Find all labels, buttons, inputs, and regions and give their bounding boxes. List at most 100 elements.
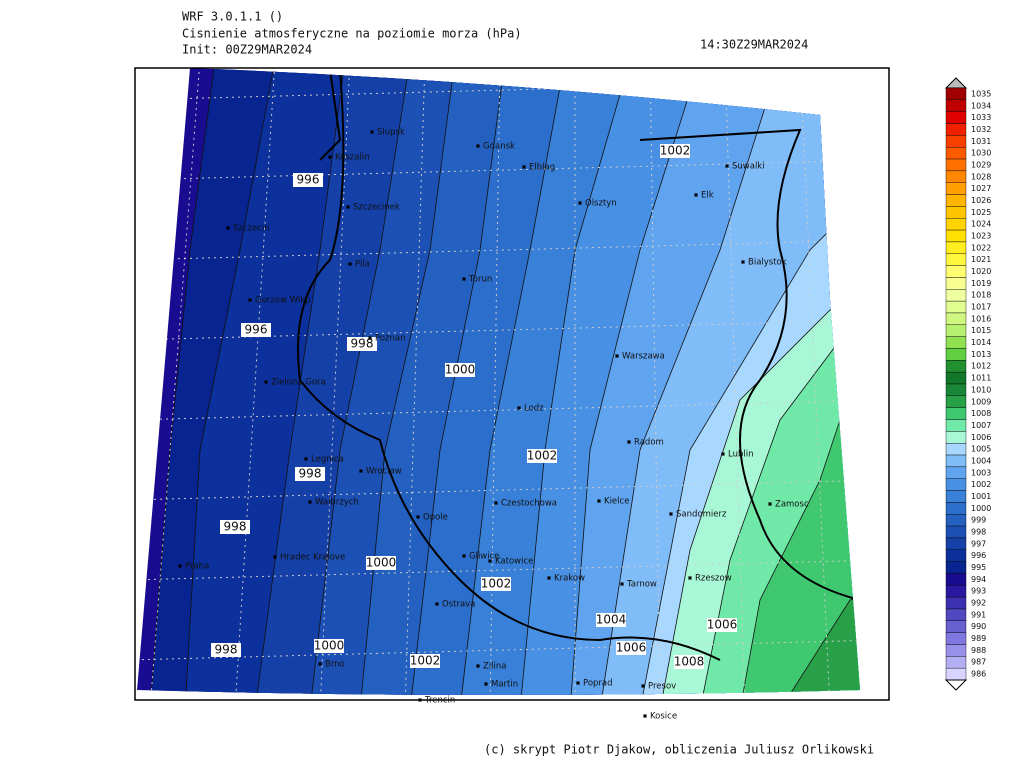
init-time: Init: 00Z29MAR2024 xyxy=(182,43,312,57)
contour-label-bg xyxy=(674,655,704,669)
city-label: Sandomierz xyxy=(676,510,727,520)
colorbar-label: 1005 xyxy=(971,445,991,454)
city-label: Praha xyxy=(185,562,209,572)
colorbar-label: 1031 xyxy=(971,137,991,146)
city-marker xyxy=(370,130,374,134)
colorbar-cell xyxy=(945,111,967,124)
city-label: Bialystok xyxy=(748,258,787,268)
colorbar-cell xyxy=(945,502,967,515)
city-marker xyxy=(484,682,488,686)
colorbar-label: 1022 xyxy=(971,243,991,252)
colorbar-label: 987 xyxy=(971,658,986,667)
city-label: Lodz xyxy=(524,404,544,414)
colorbar-label: 999 xyxy=(971,516,986,525)
city-label: Poprad xyxy=(583,679,613,689)
graticule xyxy=(137,399,860,421)
graticule xyxy=(137,319,860,341)
graticule xyxy=(234,68,276,695)
city-marker xyxy=(641,684,645,688)
graticule xyxy=(319,68,351,695)
contour-label-bg xyxy=(293,173,323,187)
graticule xyxy=(137,479,860,501)
contour-label-bg xyxy=(211,643,241,657)
isobar xyxy=(409,68,506,695)
colorbar-cell xyxy=(945,407,967,420)
colorbar-cell xyxy=(945,265,967,278)
city-label: Martin xyxy=(491,680,518,690)
city-marker xyxy=(688,576,692,580)
graticule xyxy=(149,68,201,695)
colorbar-label: 1000 xyxy=(971,504,991,513)
contour-label: 1004 xyxy=(596,613,627,627)
colorbar-cell xyxy=(945,620,967,633)
city-marker xyxy=(359,469,363,473)
contour-label: 1002 xyxy=(527,449,558,463)
colorbar-label: 1026 xyxy=(971,196,991,205)
colorbar-label: 1009 xyxy=(971,397,991,406)
colorbar-label: 1010 xyxy=(971,385,991,394)
city-marker xyxy=(318,662,322,666)
city-marker xyxy=(643,714,647,718)
isobar xyxy=(699,319,860,695)
city-marker xyxy=(348,262,352,266)
city-label: Pila xyxy=(355,260,370,270)
city-marker xyxy=(615,354,619,358)
city-label: Gorzow Wlkp xyxy=(255,296,311,306)
city-marker xyxy=(768,502,772,506)
contour-label-bg xyxy=(366,556,396,570)
graticule xyxy=(137,639,860,661)
isobar xyxy=(659,249,860,695)
colorbar-cell xyxy=(945,585,967,598)
colorbar: 1035 1034 1033 1032 1031 1030 1029 1028 1027 1026… xyxy=(944,77,991,691)
colorbar-label: 996 xyxy=(971,551,986,560)
colorbar-cell xyxy=(945,206,967,219)
contour-label-bg xyxy=(707,618,737,632)
contour-label-bg xyxy=(481,577,511,591)
contour-label: 996 xyxy=(297,173,320,187)
contour-label: 1008 xyxy=(674,655,705,669)
city-label: Slupsk xyxy=(377,128,405,138)
colorbar-cell xyxy=(945,667,967,681)
colorbar-cell xyxy=(945,632,967,645)
graticule xyxy=(799,68,831,695)
colorbar-cell xyxy=(945,395,967,408)
city-label: Kielce xyxy=(604,497,629,507)
city-label: Krakow xyxy=(554,574,585,584)
graticule xyxy=(137,159,860,181)
colorbar-cell xyxy=(945,135,967,148)
colorbar-cell xyxy=(945,537,967,550)
city-marker xyxy=(547,576,551,580)
city-marker xyxy=(476,664,480,668)
colorbar-cell xyxy=(945,170,967,183)
city-label: Gdansk xyxy=(483,142,515,152)
isobar xyxy=(184,68,276,695)
isobar xyxy=(779,559,860,695)
pressure-band xyxy=(740,380,860,695)
colorbar-cell xyxy=(945,466,967,479)
colorbar-label: 1012 xyxy=(971,362,991,371)
colorbar-label: 993 xyxy=(971,587,986,596)
colorbar-cell xyxy=(945,561,967,574)
colorbar-cell xyxy=(945,443,967,456)
contour-label: 1000 xyxy=(314,639,345,653)
city-marker xyxy=(694,193,698,197)
city-label: Czestochowa xyxy=(501,499,557,509)
colorbar-cell xyxy=(945,419,967,432)
colorbar-label: 1035 xyxy=(971,89,991,98)
colorbar-cell xyxy=(945,312,967,325)
contour-label-bg xyxy=(527,449,557,463)
city-label: Brno xyxy=(325,660,345,670)
contour-label-bg xyxy=(616,641,646,655)
isobar xyxy=(149,68,216,695)
city-marker xyxy=(517,406,521,410)
city-label: Poznan xyxy=(375,334,405,344)
border xyxy=(297,69,860,661)
colorbar-label: 1034 xyxy=(971,101,991,110)
city-marker xyxy=(462,554,466,558)
city-marker xyxy=(620,582,624,586)
colorbar-label: 1011 xyxy=(971,374,991,383)
colorbar-cell xyxy=(945,324,967,337)
isobar xyxy=(459,68,566,695)
city-label: Legnica xyxy=(311,455,344,465)
